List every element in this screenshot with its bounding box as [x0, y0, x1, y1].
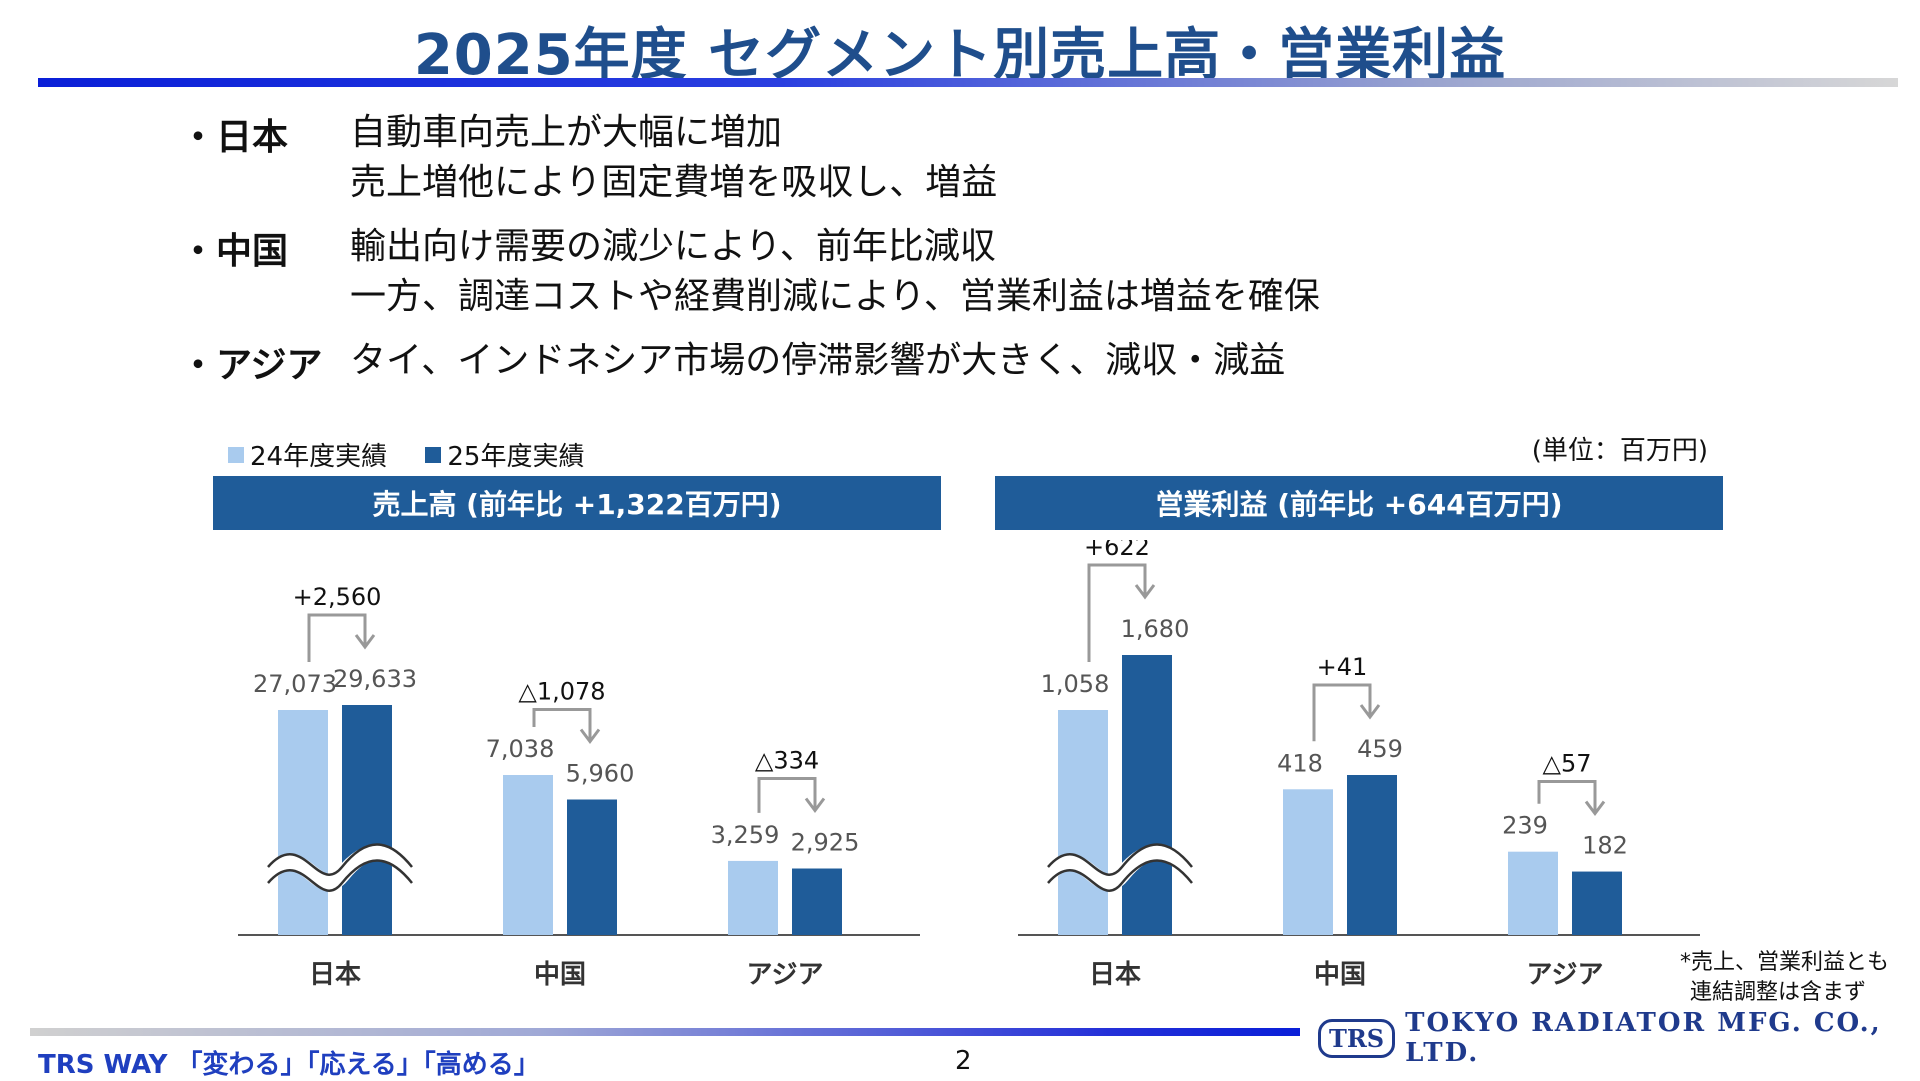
- legend-label: 24年度実績: [250, 442, 388, 472]
- bar-fy24: [728, 860, 778, 935]
- difference-bracket: [307, 613, 367, 662]
- bar-fy25: [1347, 775, 1397, 935]
- legend-swatch: [228, 446, 244, 463]
- data-label-fy25: 459: [1357, 735, 1403, 763]
- category-label: アジア: [1527, 960, 1604, 990]
- difference-bracket: [1537, 780, 1597, 812]
- data-label-fy24: 1,058: [1041, 670, 1110, 698]
- footer-rule: [30, 1028, 1300, 1036]
- difference-label: +2,560: [293, 583, 382, 611]
- axis-break-line-lower: [267, 859, 413, 892]
- difference-bracket: [532, 708, 592, 740]
- footnote-line: 連結調整は含まず: [1690, 980, 1867, 1005]
- bar-fy24: [1508, 851, 1558, 935]
- data-label-fy25: 182: [1582, 832, 1628, 860]
- company-logo: TRS TOKYO RADIATOR MFG. CO., LTD.: [1318, 1008, 1920, 1068]
- axis-break-line-upper: [267, 843, 413, 876]
- legend-label: 25年度実績: [447, 442, 585, 472]
- difference-arrow-icon: [804, 797, 826, 814]
- category-label: アジア: [747, 960, 824, 990]
- bar-fy24: [1058, 710, 1108, 935]
- data-label-fy25: 29,633: [333, 665, 417, 693]
- bullet-line: タイ、インドネシア市場の停滞影響が大きく、減収・減益: [350, 340, 1286, 381]
- profit-chart-title: 営業利益 (前年比 +644百万円): [995, 476, 1723, 530]
- difference-arrow-icon: [1134, 584, 1156, 600]
- legend-item-fy25: 25年度実績: [425, 436, 584, 473]
- unit-label: (単位：百万円): [1531, 436, 1708, 466]
- category-label: 日本: [1089, 960, 1141, 990]
- profit-chart: 1,058 1,680 +622 日本 418 459 +41 中国 239 182 △57 アジア: [1018, 540, 1700, 990]
- axis-break-gap: [261, 844, 419, 891]
- category-label: 中国: [534, 960, 586, 990]
- difference-label: +622: [1084, 540, 1150, 561]
- title-underline: [38, 78, 1898, 87]
- difference-arrow-icon: [354, 634, 376, 650]
- difference-arrow-icon: [1584, 800, 1606, 817]
- bar-fy25: [342, 705, 392, 935]
- bar-fy25: [567, 799, 617, 935]
- difference-label: +41: [1317, 653, 1368, 681]
- data-label-fy24: 239: [1502, 812, 1548, 840]
- bullet-china: ・中国 輸出向け需要の減少により、前年比減収 一方、調達コストや経費削減により、…: [180, 222, 1320, 322]
- logo-badge: TRS: [1318, 1018, 1396, 1058]
- difference-label: △334: [755, 747, 819, 775]
- difference-bracket: [757, 777, 817, 813]
- difference-arrow-icon: [1359, 704, 1381, 720]
- footer-slogan: TRS WAY 「変わる」「応える」「高める」: [38, 1050, 540, 1080]
- difference-bracket: [1312, 683, 1372, 742]
- bullet-japan: ・日本 自動車向売上が大幅に増加 売上増他により固定費増を吸収し、増益: [180, 108, 1320, 208]
- axis-break-gap: [1041, 844, 1199, 891]
- data-label-fy24: 27,073: [253, 670, 337, 698]
- bullet-list: ・日本 自動車向売上が大幅に増加 売上増他により固定費増を吸収し、増益 ・中国 …: [180, 108, 1320, 400]
- difference-label: △57: [1543, 750, 1592, 778]
- bar-fy24: [503, 775, 553, 935]
- sales-chart-title: 売上高 (前年比 +1,322百万円): [213, 476, 941, 530]
- bullet-line: 輸出向け需要の減少により、前年比減収: [350, 226, 996, 267]
- difference-label: △1,078: [518, 678, 605, 706]
- bullet-line: 売上増他により固定費増を吸収し、増益: [350, 162, 998, 203]
- data-label-fy25: 2,925: [791, 829, 860, 857]
- bullet-head: ・中国: [180, 231, 289, 272]
- data-label-fy25: 5,960: [566, 760, 635, 788]
- difference-bracket: [1087, 563, 1147, 662]
- chart-legend: 24年度実績 25年度実績: [228, 436, 614, 473]
- footnote-line: *売上、営業利益とも: [1680, 950, 1890, 975]
- bar-fy24: [1283, 789, 1333, 935]
- bar-fy24: [278, 710, 328, 935]
- data-label-fy25: 1,680: [1121, 615, 1190, 643]
- axis-break-line-upper: [1047, 843, 1193, 876]
- footnote: *売上、営業利益とも 連結調整は含まず: [1680, 948, 1889, 1008]
- bullet-line: 一方、調達コストや経費削減により、営業利益は増益を確保: [350, 276, 1320, 317]
- data-label-fy24: 7,038: [486, 735, 555, 763]
- bullet-head: ・アジア: [180, 345, 323, 386]
- data-label-fy24: 418: [1277, 749, 1323, 777]
- legend-item-fy24: 24年度実績: [228, 436, 387, 473]
- axis-break-line-lower: [1047, 859, 1193, 892]
- bar-fy25: [1122, 655, 1172, 935]
- slide-title: 2025年度 セグメント別売上高・営業利益: [413, 23, 1507, 88]
- category-label: 日本: [309, 960, 361, 990]
- bar-fy25: [1572, 871, 1622, 935]
- bullet-line: 自動車向売上が大幅に増加: [350, 112, 783, 153]
- legend-swatch: [425, 446, 442, 463]
- bullet-head: ・日本: [180, 117, 289, 158]
- logo-name: TOKYO RADIATOR MFG. CO., LTD.: [1405, 1008, 1882, 1068]
- difference-arrow-icon: [579, 728, 601, 745]
- category-label: 中国: [1314, 960, 1366, 990]
- bar-fy25: [792, 868, 842, 935]
- data-label-fy24: 3,259: [711, 821, 780, 849]
- bullet-asia: ・アジア タイ、インドネシア市場の停滞影響が大きく、減収・減益: [180, 336, 1320, 386]
- page-number: 2: [955, 1046, 972, 1076]
